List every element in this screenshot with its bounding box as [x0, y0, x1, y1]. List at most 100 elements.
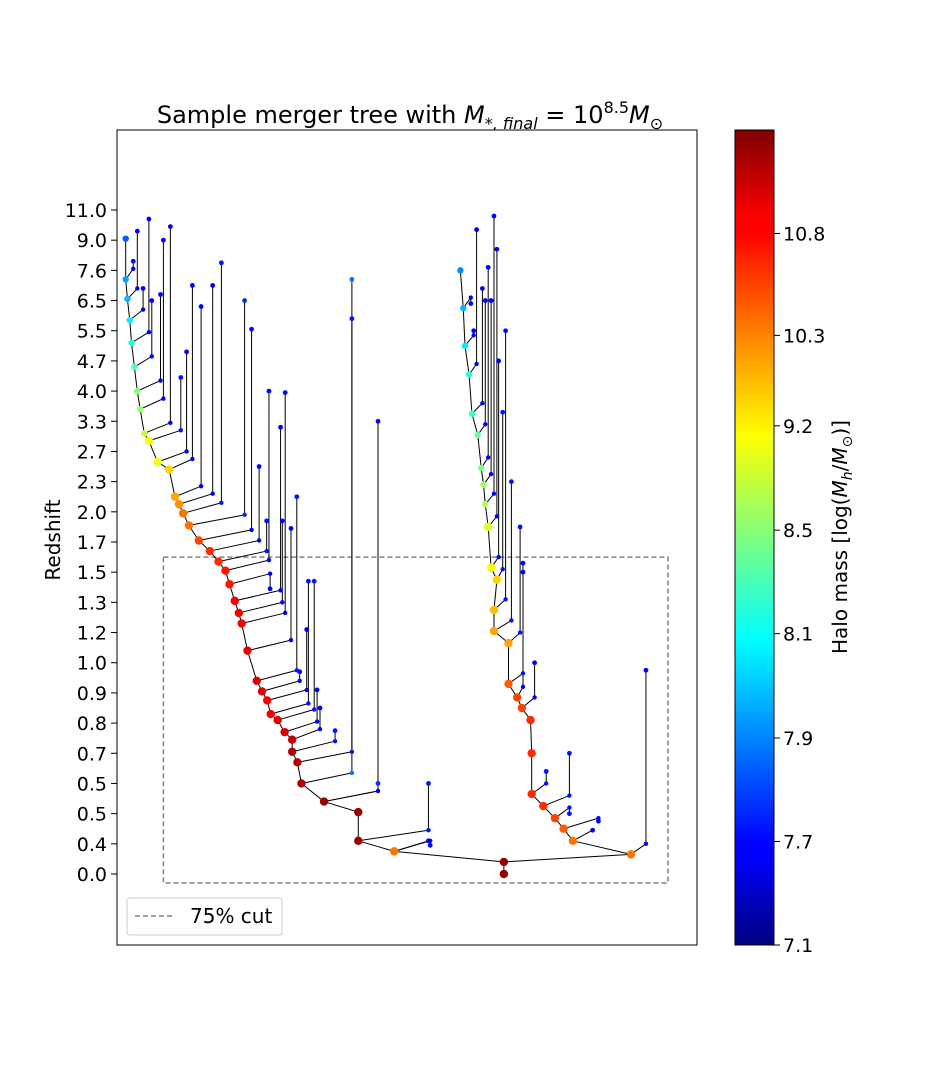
branch-tip-node: [267, 586, 273, 592]
branch-link: [238, 601, 283, 614]
halo-node: [499, 857, 509, 867]
tree-edge: [125, 279, 128, 300]
branch-tip-node: [140, 286, 146, 291]
tree-edge: [503, 853, 631, 863]
halo-node: [170, 492, 180, 501]
branch-merge-node: [494, 514, 500, 519]
tree-edge: [394, 850, 504, 863]
halo-node: [194, 536, 203, 545]
branch-merge-node: [314, 719, 320, 724]
branch-tip-node: [288, 526, 294, 531]
tree-edges: [125, 216, 647, 874]
colorbar: [734, 129, 775, 946]
tree-edge: [471, 413, 479, 435]
halo-node: [128, 339, 135, 346]
halo-node: [178, 509, 188, 518]
halo-node: [486, 563, 496, 572]
branch-link: [131, 331, 150, 344]
halo-node: [243, 646, 252, 655]
tree-edge: [477, 434, 482, 469]
halo-node: [252, 676, 261, 686]
branch-tip-node: [256, 464, 262, 469]
y-tick-label: 6.5: [77, 291, 107, 313]
halo-node: [221, 566, 230, 575]
branch-tip-node: [242, 298, 248, 303]
halo-node: [465, 371, 473, 378]
halo-node: [513, 693, 522, 702]
tree-edge: [301, 783, 325, 802]
branch-link: [218, 550, 267, 563]
branch-link: [247, 639, 292, 652]
branch-link: [134, 355, 153, 368]
branch-tip-node: [485, 264, 491, 270]
colorbar-tick-label: 8.1: [783, 624, 813, 646]
branch-link: [139, 398, 164, 410]
branch-tip-node: [375, 781, 381, 786]
branch-merge-node: [567, 805, 572, 810]
y-tick-label: 5.5: [77, 321, 107, 343]
tree-edge: [572, 840, 631, 855]
branch-tip-node: [509, 479, 514, 485]
branch-merge-node: [480, 400, 485, 406]
y-tick-label: 0.7: [77, 743, 107, 765]
tree-edge: [131, 342, 135, 368]
y-tick-label: 7.6: [77, 260, 107, 282]
branch-merge-node: [500, 566, 505, 572]
branch-merge-node: [375, 788, 381, 794]
branch-tip-node: [349, 277, 355, 282]
branch-link: [543, 795, 570, 807]
branch-link: [188, 514, 245, 526]
y-tick-label: 2.7: [77, 441, 107, 463]
colorbar-tick-label: 8.5: [783, 520, 813, 542]
branch-tip-node: [643, 667, 649, 673]
branch-link: [229, 573, 271, 585]
branch-link: [157, 450, 187, 463]
legend-label: 75% cut: [190, 904, 272, 928]
tree-edge: [323, 801, 359, 813]
halo-node: [225, 580, 234, 589]
halo-node: [468, 410, 476, 417]
branch-merge-node: [317, 726, 323, 732]
branch-merge-node: [266, 557, 272, 563]
branch-merge-node: [428, 838, 433, 843]
branch-tip-node: [190, 283, 195, 288]
branch-tip-node: [130, 258, 136, 264]
tree-edge: [247, 650, 258, 681]
branch-tip-node: [332, 728, 338, 734]
halo-node: [354, 836, 363, 845]
halo-node: [184, 521, 194, 530]
branch-tip-node: [149, 298, 155, 303]
branch-tip-node: [543, 768, 549, 774]
branch-tip-node: [198, 304, 204, 309]
branch-merge-node: [491, 491, 497, 496]
halo-node: [124, 295, 131, 303]
chart-title: Sample merger tree with M*, final = 108.…: [157, 98, 663, 133]
halo-node: [287, 747, 297, 756]
branch-link: [323, 790, 379, 803]
branch-link: [182, 502, 222, 514]
tree-edge: [468, 374, 473, 414]
branch-merge-node: [544, 781, 549, 786]
halo-node: [568, 836, 578, 845]
branch-merge-node: [304, 687, 309, 693]
branch-tip-node: [134, 228, 140, 234]
y-tick-label: 0.5: [77, 804, 107, 826]
branch-tip-node: [590, 827, 595, 833]
branch-link: [297, 751, 352, 763]
branch-link: [563, 817, 599, 830]
branch-tip-node: [249, 326, 254, 332]
branch-link: [168, 458, 193, 471]
branch-tip-node: [161, 237, 166, 243]
y-tick-label: 0.5: [77, 773, 107, 795]
colorbar-tick-label: 10.8: [783, 224, 825, 246]
branch-tip-node: [427, 842, 433, 848]
tree-edge: [483, 484, 486, 505]
branch-merge-node: [168, 420, 173, 425]
halo-node: [297, 779, 306, 788]
branch-link: [394, 840, 431, 852]
branch-merge-node: [349, 770, 355, 776]
y-tick-label: 0.8: [77, 713, 107, 735]
halo-node: [174, 500, 184, 509]
branch-tip-node: [482, 298, 488, 303]
branch-merge-node: [532, 695, 537, 700]
